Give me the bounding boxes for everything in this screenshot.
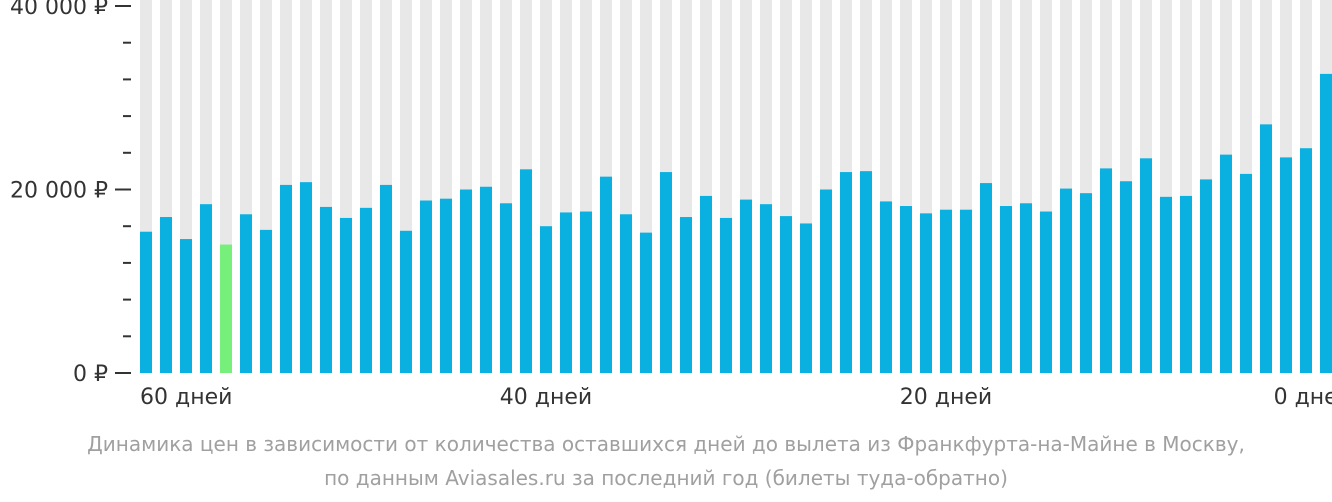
price-bar	[620, 214, 632, 373]
price-bar	[520, 169, 532, 373]
price-bar	[700, 195, 712, 373]
price-bar	[1040, 211, 1052, 373]
price-bar	[1080, 193, 1092, 373]
price-bar	[1260, 124, 1272, 373]
price-bar	[600, 176, 612, 373]
y-axis: 40 000 ₽ 20 000 ₽ 0 ₽	[10, 0, 131, 387]
price-bar	[740, 199, 752, 373]
price-bar	[360, 207, 372, 373]
price-bar	[560, 212, 572, 373]
y-tick-label: 20 000 ₽	[10, 179, 108, 204]
price-bar	[780, 216, 792, 373]
price-bars	[140, 73, 1332, 374]
price-bar	[920, 213, 932, 373]
price-bar	[980, 183, 992, 373]
price-bar	[1240, 173, 1252, 373]
price-bar	[440, 198, 452, 373]
background-bars	[140, 0, 1332, 373]
price-chart: 40 000 ₽ 20 000 ₽ 0 ₽ 60 дней 40 дней 20 дне…	[10, 0, 1332, 410]
x-tick-label: 60 дней	[140, 385, 232, 410]
price-bar	[1320, 73, 1332, 374]
price-bar	[1180, 195, 1192, 373]
price-bar	[1280, 157, 1292, 373]
price-bar	[680, 217, 692, 373]
price-bar	[280, 184, 292, 373]
x-tick-label: 20 дней	[900, 385, 992, 410]
chart-caption-line-1: Динамика цен в зависимости от количества…	[87, 432, 1245, 456]
price-bar	[960, 209, 972, 373]
price-bar	[1120, 181, 1132, 373]
price-bar	[1300, 148, 1312, 373]
price-bar	[240, 214, 252, 373]
price-bar	[1200, 179, 1212, 373]
price-bar	[640, 232, 652, 373]
price-bar	[480, 186, 492, 373]
y-tick-label: 40 000 ₽	[10, 0, 108, 20]
price-bar	[1140, 158, 1152, 373]
price-bar	[1000, 206, 1012, 373]
price-bar	[140, 231, 152, 373]
price-bar	[160, 217, 172, 373]
price-bar	[760, 204, 772, 373]
price-bar	[300, 182, 312, 373]
price-bar	[380, 184, 392, 373]
price-bar	[260, 229, 272, 373]
price-bar	[840, 172, 852, 373]
price-bar	[580, 211, 592, 373]
price-bar	[1060, 188, 1072, 373]
price-bar	[540, 226, 552, 373]
price-bar	[820, 189, 832, 373]
price-bar	[420, 200, 432, 373]
price-bar	[320, 206, 332, 373]
price-bar	[1100, 168, 1112, 373]
price-bar	[1160, 196, 1172, 373]
y-tick-label: 0 ₽	[73, 362, 108, 387]
x-tick-label: 40 дней	[500, 385, 592, 410]
price-bar	[340, 217, 352, 373]
price-bar-lowest	[220, 244, 232, 373]
price-bar	[660, 172, 672, 373]
price-bar	[720, 217, 732, 373]
price-bar	[180, 239, 192, 373]
price-bar	[500, 203, 512, 373]
price-bar	[800, 223, 812, 373]
x-tick-label: 0 дней	[1274, 385, 1332, 410]
price-bar	[880, 201, 892, 373]
price-bar	[900, 206, 912, 373]
price-bar	[400, 230, 412, 373]
x-axis: 60 дней 40 дней 20 дней 0 дней	[140, 385, 1332, 410]
price-bar	[460, 189, 472, 373]
price-bar	[860, 171, 872, 373]
price-bar	[1220, 154, 1232, 373]
price-bar	[940, 209, 952, 373]
price-bar	[1020, 203, 1032, 373]
chart-caption-line-2: по данным Aviasales.ru за последний год …	[324, 466, 1008, 490]
price-bar	[200, 204, 212, 373]
